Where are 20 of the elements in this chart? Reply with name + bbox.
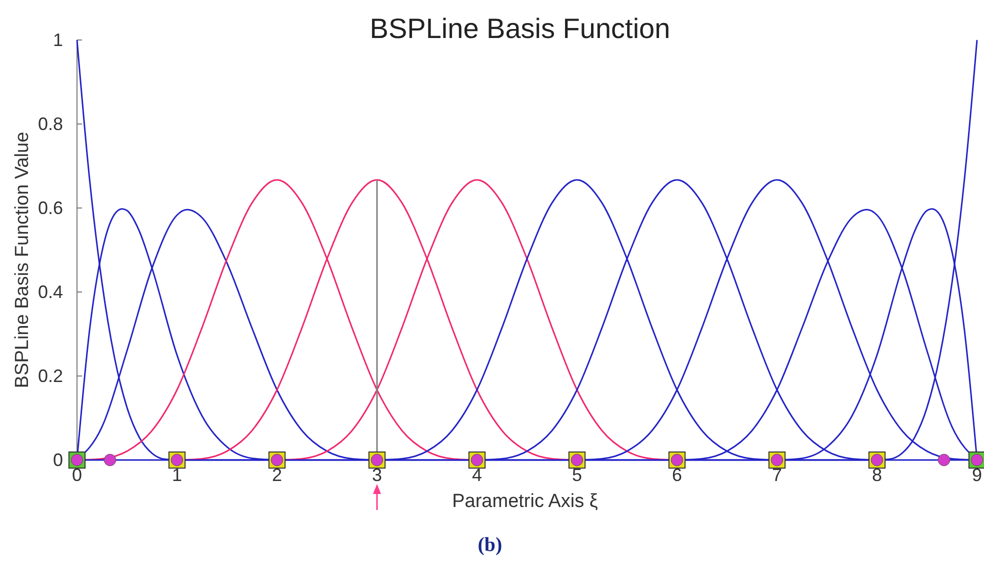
x-tick-label: 3 (372, 464, 382, 485)
x-tick-label: 6 (672, 464, 682, 485)
y-tick-label: 0.4 (38, 282, 63, 302)
x-tick-label: 8 (872, 464, 882, 485)
chart-title: BSPLine Basis Function (370, 13, 670, 44)
x-tick-label: 1 (172, 464, 182, 485)
y-tick-label: 0.8 (38, 114, 63, 134)
y-tick-label: 1 (52, 30, 63, 50)
y-tick-label: 0.6 (38, 198, 63, 218)
x-tick-label: 7 (772, 464, 782, 485)
text: (b) (478, 534, 502, 556)
y-tick-label: 0 (52, 450, 63, 470)
y-tick-label: 0.2 (38, 366, 63, 386)
x-tick-label: 4 (472, 464, 482, 485)
x-tick-label: 9 (972, 464, 982, 485)
y-axis-title: BSPLine Basis Function Value (12, 132, 33, 388)
x-axis-title: Parametric Axis ξ (452, 491, 598, 512)
x-tick-label: 5 (572, 464, 582, 485)
x-tick-label: 0 (72, 464, 82, 485)
x-tick-label: 2 (272, 464, 282, 485)
